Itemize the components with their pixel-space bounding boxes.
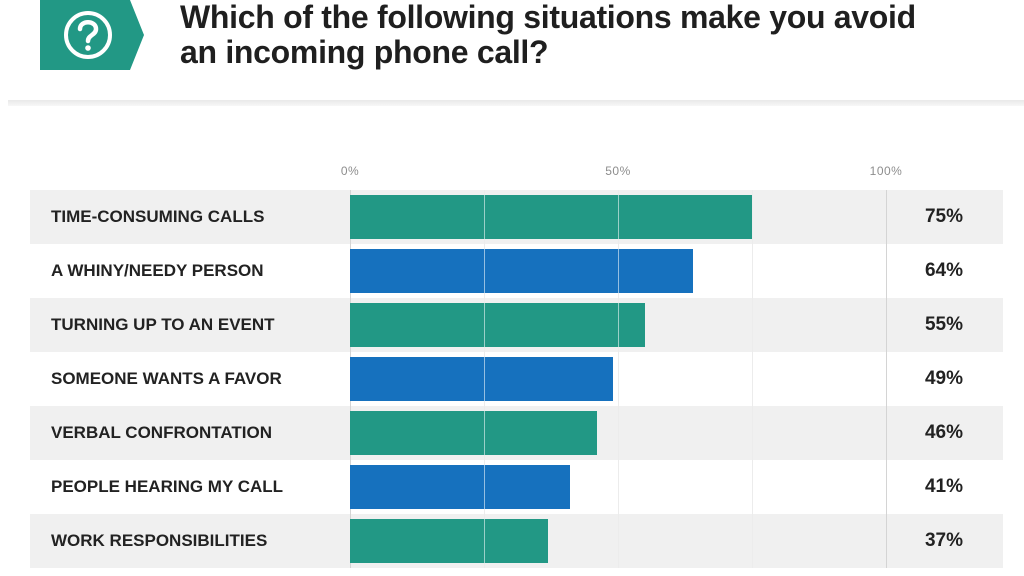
question-mark-icon bbox=[64, 11, 112, 59]
title-line-1: Which of the following situations make y… bbox=[180, 0, 916, 35]
category-label: WORK RESPONSIBILITIES bbox=[51, 531, 268, 550]
value-label: 55% bbox=[924, 314, 964, 335]
header-divider bbox=[8, 100, 1024, 106]
question-badge bbox=[40, 0, 144, 70]
gridline-overlay bbox=[484, 190, 485, 568]
bar bbox=[350, 303, 645, 347]
value-label: 46% bbox=[924, 422, 964, 443]
gridline bbox=[886, 190, 887, 568]
chart-row: SOMEONE WANTS A FAVOR 49% bbox=[30, 352, 1003, 406]
x-tick-label: 50% bbox=[605, 164, 631, 178]
chart-row: PEOPLE HEARING MY CALL 41% bbox=[30, 460, 1003, 514]
gridline-overlay bbox=[618, 190, 619, 568]
bar bbox=[350, 465, 570, 509]
category-label: VERBAL CONFRONTATION bbox=[51, 423, 272, 442]
value-label: 49% bbox=[924, 368, 964, 389]
page-title: Which of the following situations make y… bbox=[180, 0, 1000, 70]
bar bbox=[350, 519, 549, 563]
chart-row: A WHINY/NEEDY PERSON 64% bbox=[30, 244, 1003, 298]
x-tick-label: 100% bbox=[869, 164, 903, 178]
value-label: 75% bbox=[924, 206, 964, 227]
bar bbox=[350, 357, 613, 401]
x-tick-label: 0% bbox=[340, 164, 360, 178]
category-label: TIME-CONSUMING CALLS bbox=[51, 207, 265, 226]
bar bbox=[350, 195, 752, 239]
bar bbox=[350, 249, 694, 293]
value-label: 41% bbox=[924, 476, 964, 497]
category-label: TURNING UP TO AN EVENT bbox=[51, 315, 275, 334]
category-label: A WHINY/NEEDY PERSON bbox=[51, 261, 264, 280]
category-label: SOMEONE WANTS A FAVOR bbox=[51, 369, 282, 388]
category-label: PEOPLE HEARING MY CALL bbox=[51, 477, 284, 496]
title-line-2: an incoming phone call? bbox=[180, 34, 549, 70]
bar-chart: TIME-CONSUMING CALLS 75% A WHINY/NEEDY PER… bbox=[0, 150, 1024, 576]
gridline-overlay bbox=[752, 190, 753, 568]
value-label: 37% bbox=[924, 530, 964, 551]
bar bbox=[350, 411, 597, 455]
value-label: 64% bbox=[924, 260, 964, 281]
